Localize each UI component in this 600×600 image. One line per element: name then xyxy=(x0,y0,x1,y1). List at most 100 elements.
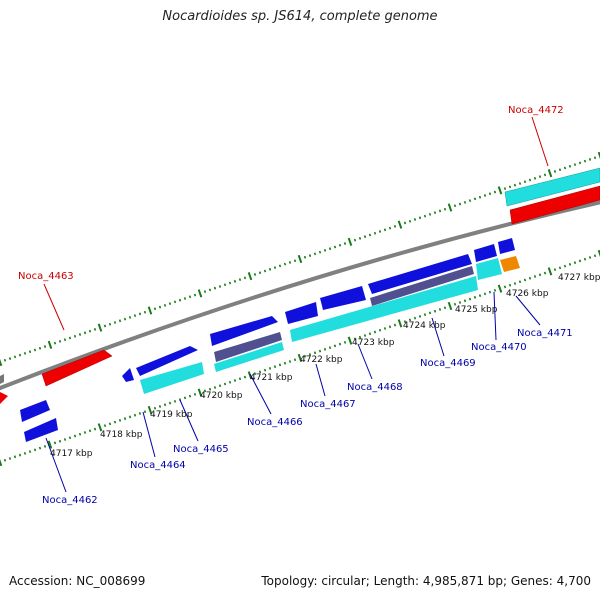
inner-tick xyxy=(93,427,97,431)
inner-tick xyxy=(13,455,17,459)
outer-tick xyxy=(33,348,37,352)
outer-tick xyxy=(253,273,257,276)
outer-tick xyxy=(408,219,412,223)
outer-tick xyxy=(23,352,27,355)
outer-tick xyxy=(497,186,503,195)
outer-tick xyxy=(93,327,97,331)
outer-tick xyxy=(113,321,117,324)
inner-tick xyxy=(88,429,92,433)
outer-tick xyxy=(163,303,167,307)
outer-tick xyxy=(413,218,417,221)
inner-tick xyxy=(197,388,203,397)
outer-tick xyxy=(247,272,253,281)
inner-tick xyxy=(547,267,553,276)
outer-tick xyxy=(63,338,67,342)
inner-tick xyxy=(453,302,457,306)
gene-arrow xyxy=(24,418,58,442)
inner-tick xyxy=(8,457,12,460)
inner-tick xyxy=(247,371,253,380)
outer-tick xyxy=(173,300,177,304)
inner-tick xyxy=(47,440,53,449)
outer-tick xyxy=(178,298,182,302)
inner-tick xyxy=(163,403,167,407)
inner-tick xyxy=(308,353,312,356)
outer-tick xyxy=(423,214,427,218)
outer-tick xyxy=(308,254,312,257)
inner-tick xyxy=(553,268,557,271)
gene-arrow xyxy=(476,258,502,280)
outer-tick xyxy=(553,170,557,173)
outer-tick xyxy=(18,353,22,357)
inner-tick xyxy=(203,389,207,393)
outer-tick xyxy=(258,271,262,275)
inner-tick xyxy=(388,325,392,329)
gene-arrow xyxy=(20,400,50,422)
inner-tick xyxy=(428,311,432,315)
outer-tick xyxy=(438,209,442,213)
outer-tick xyxy=(83,331,87,335)
label-connector-line xyxy=(45,437,67,493)
gene-arrow xyxy=(498,238,515,254)
inner-tick xyxy=(338,342,342,346)
outer-tick xyxy=(208,288,212,292)
outer-tick xyxy=(188,295,192,299)
label-connector-line xyxy=(515,295,541,326)
inner-tick xyxy=(333,344,337,348)
outer-tick xyxy=(68,336,72,340)
outer-tick xyxy=(593,156,597,160)
inner-tick xyxy=(473,295,477,299)
outer-tick xyxy=(283,262,287,266)
scale-label: 4726 kbp xyxy=(506,289,549,299)
outer-tick xyxy=(288,261,292,264)
label-connector-line xyxy=(531,116,549,167)
outer-tick xyxy=(528,178,532,182)
gene-label: Noca_4464 xyxy=(130,460,186,471)
inner-tick xyxy=(108,422,112,426)
gene-arrow xyxy=(214,342,284,372)
outer-tick xyxy=(347,237,353,246)
inner-tick xyxy=(188,394,192,398)
outer-tick xyxy=(128,315,132,319)
inner-tick xyxy=(368,332,372,336)
gene-labels: Noca_4472 Noca_4463 Noca_4462 Noca_4464 Noca… xyxy=(18,105,573,506)
inner-tick xyxy=(228,380,232,384)
inner-tick xyxy=(97,423,103,432)
outer-tick xyxy=(338,243,342,247)
inner-tick xyxy=(323,347,327,351)
inner-tick xyxy=(403,320,407,323)
outer-tick xyxy=(473,197,477,201)
inner-tick xyxy=(358,335,362,339)
outer-tick xyxy=(0,358,3,367)
inner-tick xyxy=(147,405,153,415)
outer-tick xyxy=(358,237,362,240)
inner-tick xyxy=(583,257,587,261)
inner-tick xyxy=(103,424,107,427)
label-connector-line xyxy=(43,283,65,331)
inner-tick xyxy=(497,284,503,293)
outer-tick xyxy=(397,220,403,229)
outer-tick xyxy=(343,242,347,245)
blue-gene-track xyxy=(20,238,515,442)
inner-tick xyxy=(283,361,287,365)
inner-tick xyxy=(558,266,562,270)
outer-tick xyxy=(233,279,237,283)
inner-tick xyxy=(43,445,47,448)
outer-tick xyxy=(483,194,487,197)
scale-label: 4721 kbp xyxy=(250,373,293,383)
scale-label: 4725 kbp xyxy=(455,305,498,315)
inner-tick xyxy=(568,263,572,266)
inner-tick xyxy=(33,448,37,452)
outer-tick xyxy=(458,202,462,206)
inner-tick xyxy=(133,413,137,417)
gene-label: Noca_4469 xyxy=(420,358,476,369)
inner-tick xyxy=(297,353,303,363)
outer-tick xyxy=(583,159,587,163)
inner-tick xyxy=(183,396,187,400)
outer-tick xyxy=(508,185,512,189)
label-connectors xyxy=(43,116,549,493)
scale-label: 4727 kbp xyxy=(558,273,600,283)
outer-tick xyxy=(53,341,57,345)
cyan-gene-track xyxy=(140,258,502,394)
outer-tick xyxy=(478,195,482,199)
inner-tick xyxy=(573,261,577,265)
